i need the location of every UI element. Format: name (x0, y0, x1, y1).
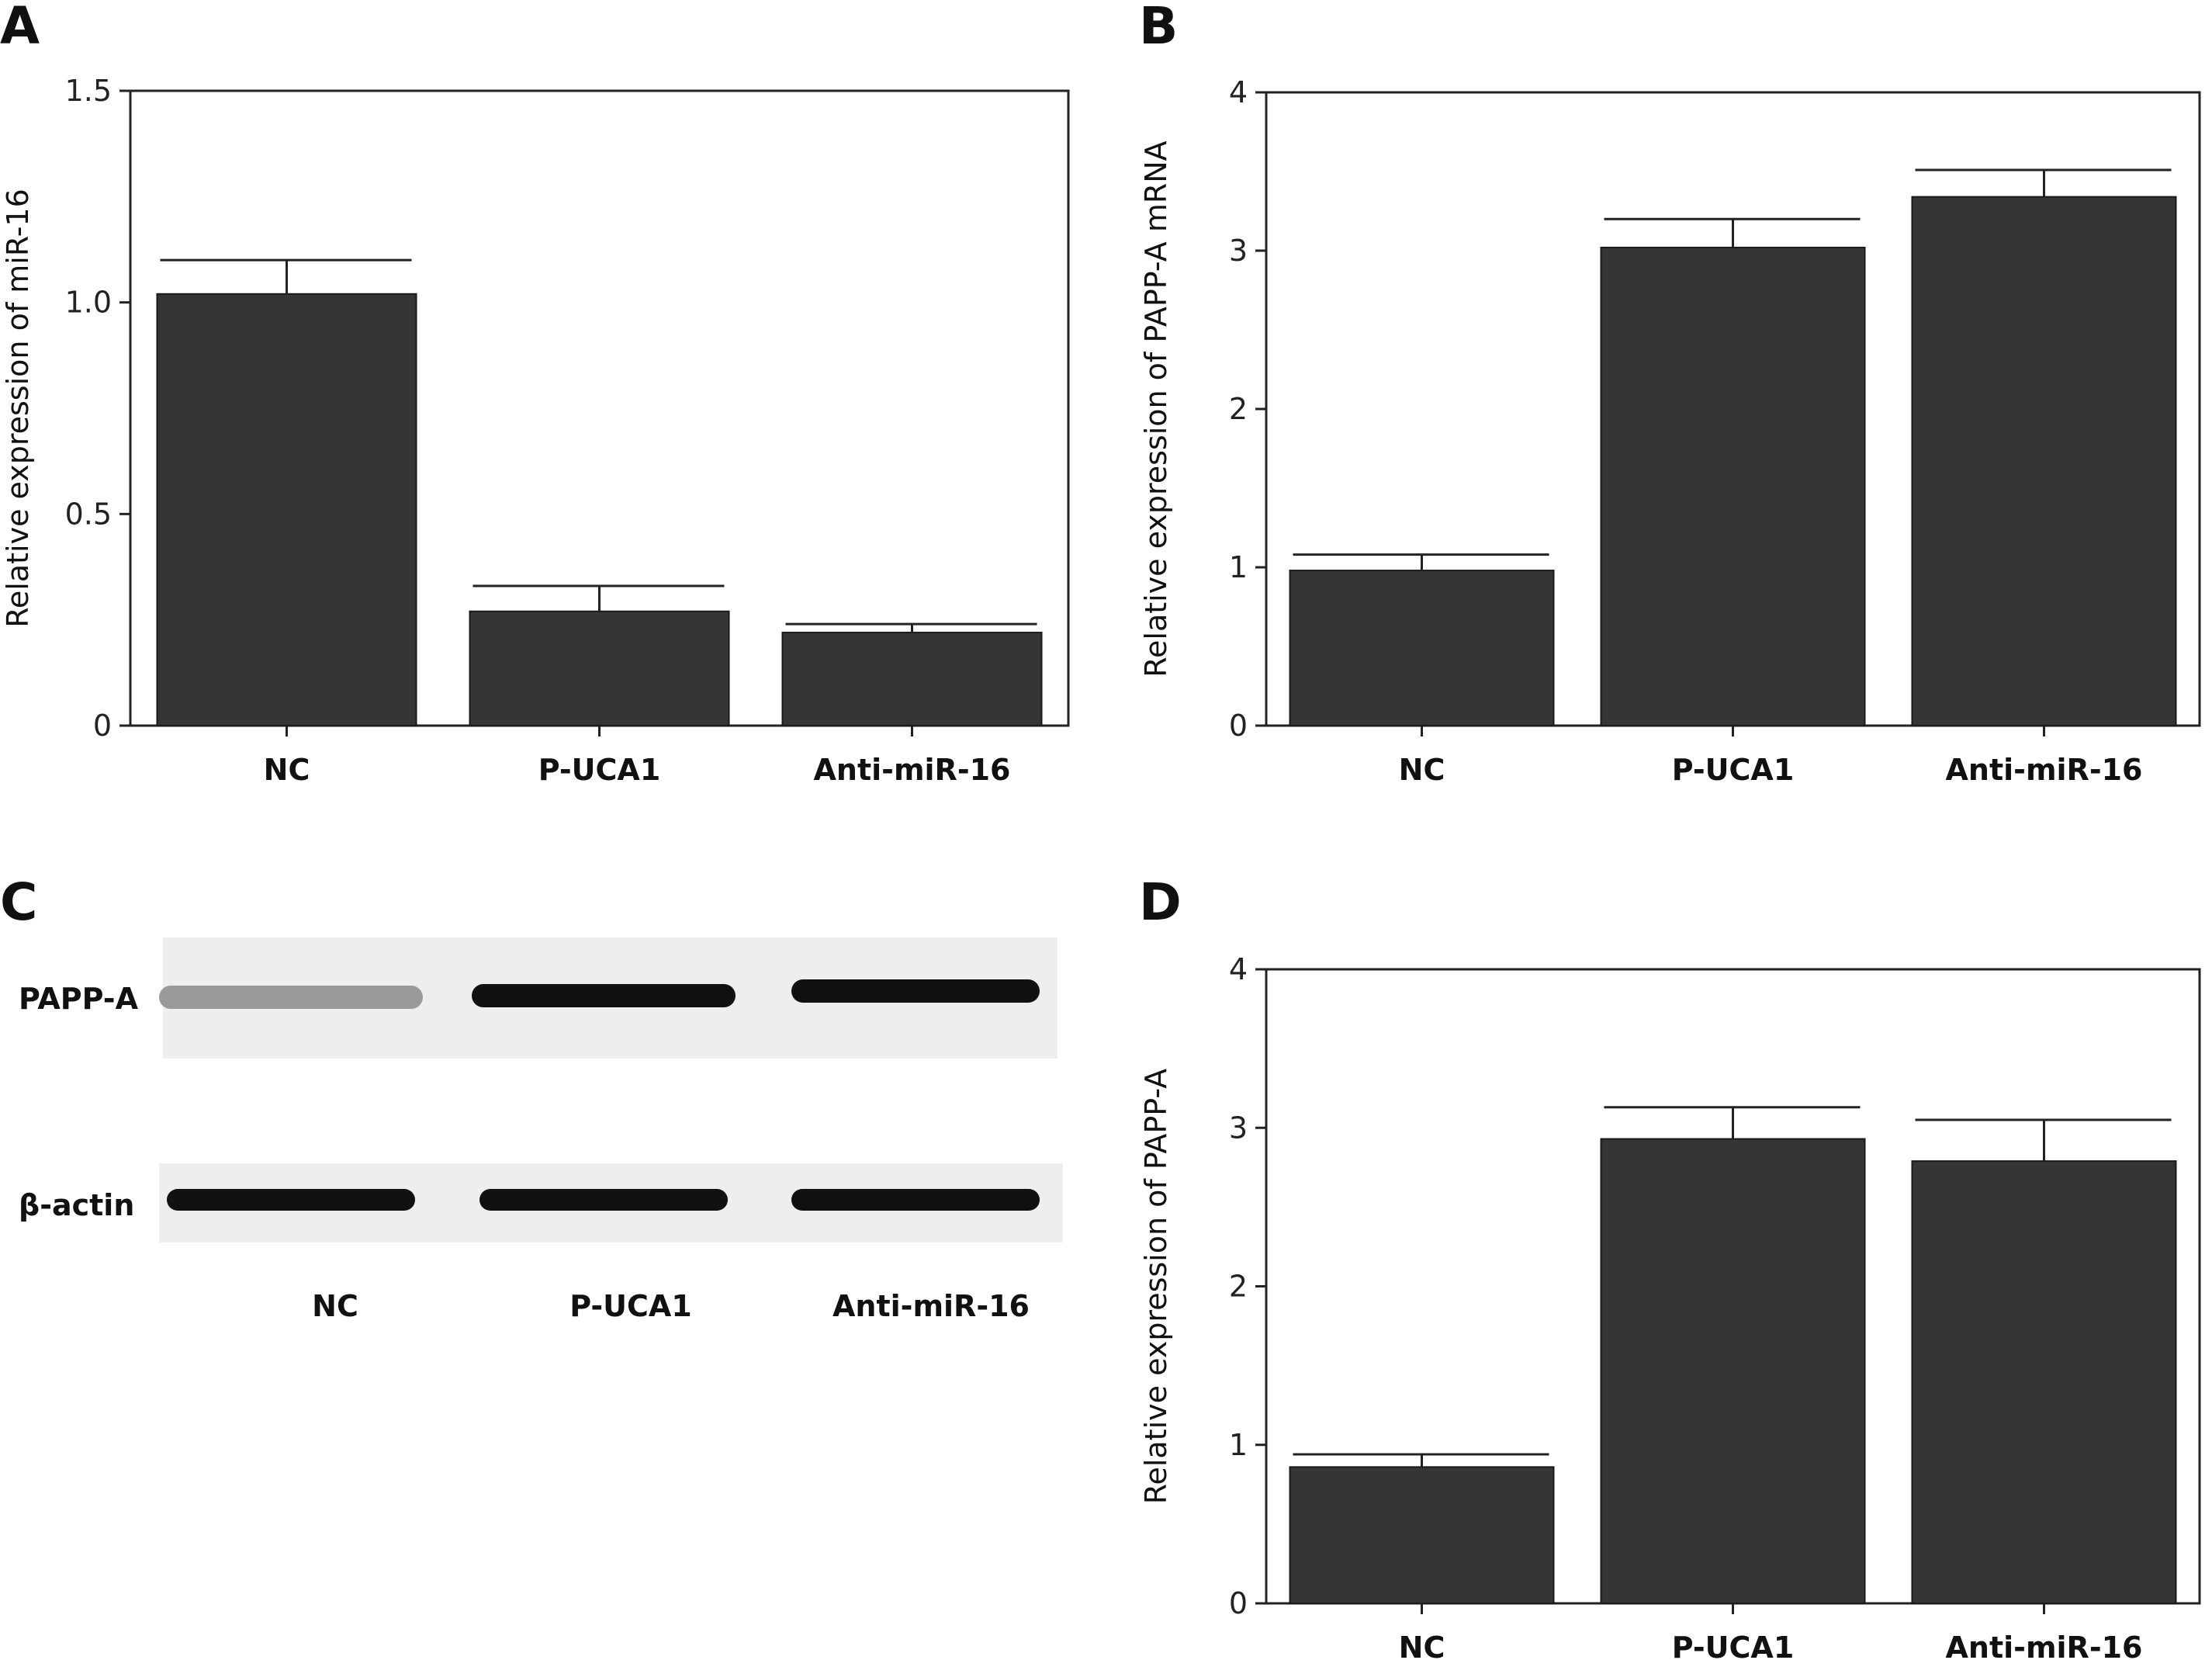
blot-lane-label-2: Anti-miR-16 (833, 1289, 1030, 1323)
chart-a-x-label-1: P-UCA1 (538, 753, 661, 787)
beta-actin-band-1 (479, 1189, 728, 1211)
chart-d-x-label-2: Anti-miR-16 (1946, 1631, 2143, 1660)
chart-b-x-label-1: P-UCA1 (1672, 753, 1795, 787)
papp-a-band-1 (472, 984, 736, 1007)
chart-d-x-label-0: NC (1399, 1631, 1445, 1660)
chart-b-y-tick-label: 2 (1229, 392, 1248, 426)
chart-a-y-axis-title: Relative expression of miR-16 (1, 189, 35, 628)
panel-letter-c: C (0, 872, 37, 932)
chart-a-x-label-0: NC (264, 753, 310, 787)
panel-letter-a: A (0, 0, 40, 56)
papp-a-band-2 (791, 979, 1040, 1003)
chart-d-y-tick-label: 3 (1229, 1111, 1248, 1145)
chart-d: 0 1 2 3 4 NC P-UCA1 Anti-miR-16 Relative express… (1139, 952, 2201, 1660)
chart-d-y-tick-label: 4 (1229, 952, 1248, 986)
chart-d-bar-0 (1289, 1466, 1555, 1604)
chart-b-x-label-2: Anti-miR-16 (1946, 753, 2143, 787)
chart-b-y-tick-label: 4 (1229, 75, 1248, 109)
chart-d-y-tick-label: 1 (1229, 1428, 1248, 1462)
chart-d-y-tick-label: 2 (1229, 1270, 1248, 1304)
chart-a-y-tick-label: 1.0 (65, 286, 112, 320)
blot-lane-label-0: NC (312, 1289, 358, 1323)
chart-b-x-label-0: NC (1399, 753, 1445, 787)
chart-b-bar-1 (1600, 246, 1866, 727)
chart-d-x-label-1: P-UCA1 (1672, 1631, 1795, 1660)
chart-b-bar-0 (1289, 570, 1555, 727)
chart-a: 0 0.5 1.0 1.5 NC P-UCA1 Anti-miR-16 Relative ex… (1, 74, 1070, 787)
chart-a-y-tick-label: 0.5 (65, 497, 112, 531)
chart-a-y-tick-label: 0 (93, 709, 112, 743)
chart-b-y-tick-label: 1 (1229, 550, 1248, 584)
chart-a-x-label-2: Anti-miR-16 (814, 753, 1011, 787)
chart-a-bar-2 (781, 632, 1043, 727)
chart-a-y-tick-label: 1.5 (65, 74, 112, 108)
chart-b: 0 1 2 3 4 NC P-UCA1 Anti-miR-16 Relative express… (1139, 75, 2201, 787)
beta-actin-band-2 (791, 1189, 1040, 1211)
beta-actin-band-0 (167, 1189, 415, 1211)
chart-d-bar-1 (1600, 1138, 1866, 1604)
chart-b-y-tick-label: 0 (1229, 709, 1248, 743)
chart-d-y-tick-label: 0 (1229, 1586, 1248, 1620)
panel-letter-b: B (1139, 0, 1178, 56)
western-blot: PAPP-A β-actin NC P-UCA1 Anti-miR-16 (19, 937, 1063, 1323)
panel-letter-d: D (1139, 872, 1182, 932)
blot-bands (159, 979, 1040, 1211)
chart-b-y-axis-title: Relative expression of PAPP-A mRNA (1139, 140, 1173, 677)
chart-b-bar-2 (1911, 196, 2177, 726)
chart-a-bar-1 (469, 610, 730, 727)
chart-d-y-axis-title: Relative expression of PAPP-A (1139, 1069, 1173, 1504)
chart-d-bar-2 (1911, 1160, 2177, 1604)
papp-a-band-0 (159, 986, 423, 1009)
beta-actin-label: β-actin (19, 1188, 134, 1222)
blot-lane-labels: NC P-UCA1 Anti-miR-16 (312, 1289, 1030, 1323)
chart-b-y-tick-label: 3 (1229, 234, 1248, 268)
papp-a-label: PAPP-A (19, 982, 139, 1016)
blot-lane-label-1: P-UCA1 (569, 1289, 692, 1323)
chart-a-bar-0 (156, 293, 417, 726)
